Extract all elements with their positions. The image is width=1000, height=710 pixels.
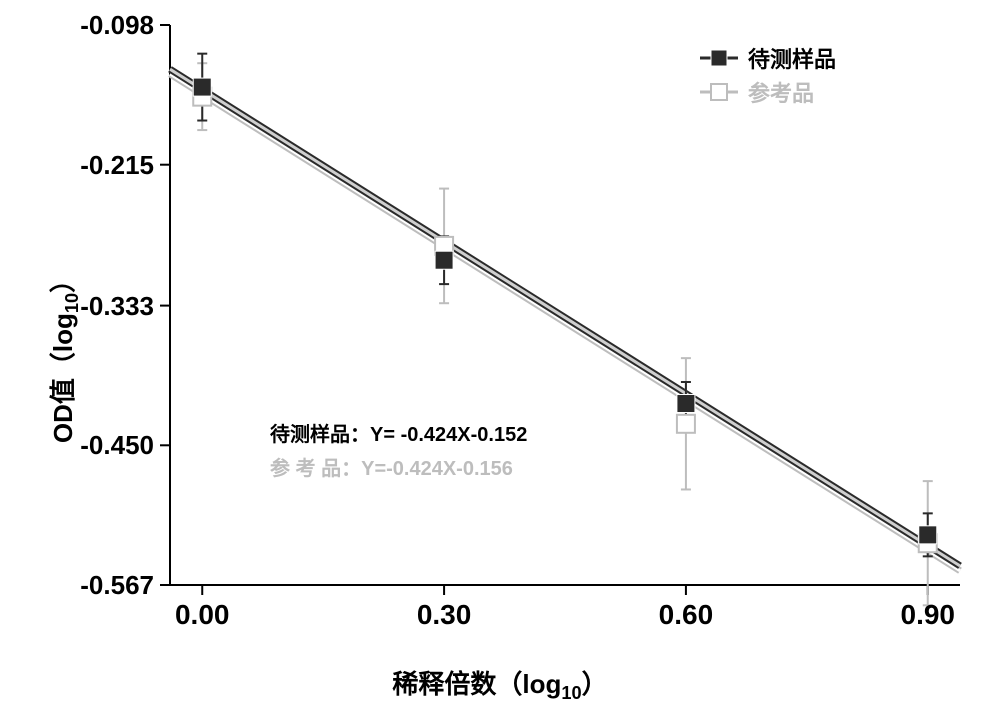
x-tick-label: 0.90 (878, 599, 978, 631)
y-tick-label: -0.333 (44, 291, 154, 322)
legend-item-sample: 待测样品 (700, 42, 836, 74)
line-chart (0, 0, 1000, 710)
legend-marker-reference (700, 83, 738, 101)
x-tick-label: 0.60 (636, 599, 736, 631)
y-tick-label: -0.450 (44, 430, 154, 461)
legend-item-reference: 参考品 (700, 76, 814, 108)
y-tick-label: -0.567 (44, 570, 154, 601)
x-axis-label: 稀释倍数（log10） (0, 664, 1000, 704)
legend-marker-sample (700, 49, 738, 67)
x-tick-label: 0.00 (152, 599, 252, 631)
y-tick-label: -0.215 (44, 150, 154, 181)
legend-label-reference: 参考品 (748, 76, 814, 108)
legend-label-sample: 待测样品 (748, 42, 836, 74)
annotation-equation-reference: 参 考 品：Y=-0.424X-0.156 (270, 452, 513, 481)
y-tick-label: -0.098 (44, 10, 154, 41)
annotation-equation-sample: 待测样品：Y= -0.424X-0.152 (270, 418, 527, 447)
chart-container: OD值（log10） 稀释倍数（log10） 待测样品 参考品 待测样品：Y= … (0, 0, 1000, 710)
x-tick-label: 0.30 (394, 599, 494, 631)
